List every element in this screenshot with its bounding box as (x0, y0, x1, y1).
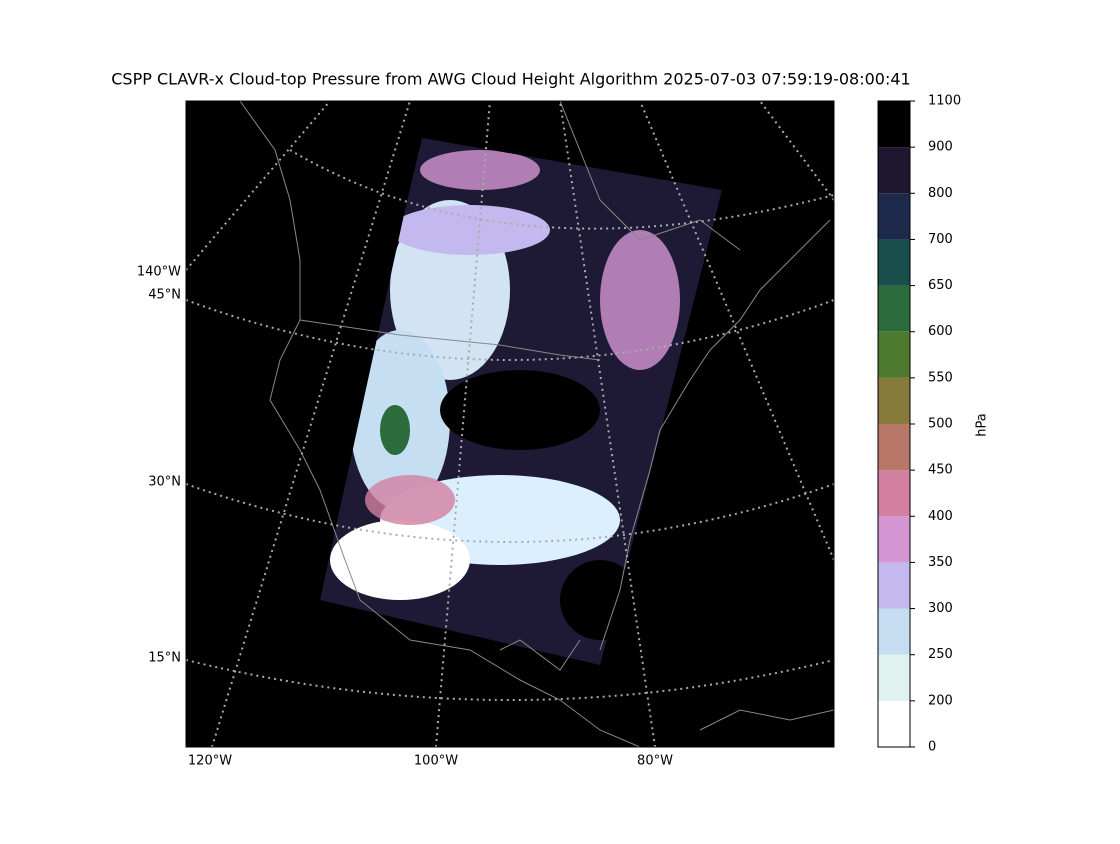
colorbar-tick-label: 0 (928, 740, 936, 755)
latitude-label: 30°N (148, 475, 181, 490)
colorbar-tick-label: 350 (928, 555, 953, 570)
colorbar-tick-label: 450 (928, 463, 953, 478)
longitude-label: 80°W (637, 754, 673, 769)
colorbar-tick-label: 550 (928, 370, 953, 385)
colorbar-tick-label: 700 (928, 232, 953, 247)
colorbar-segment (878, 562, 910, 609)
colorbar-segment (878, 331, 910, 378)
colorbar-tick-label: 1100 (928, 94, 961, 109)
colorbar-tick-label: 200 (928, 693, 953, 708)
colorbar-segment (878, 470, 910, 517)
colorbar-tick-label: 600 (928, 324, 953, 339)
map (186, 101, 834, 747)
graticule (186, 101, 834, 747)
colorbar: 0 200 250 300 350 400 450 500 550 600 650 700 800 900… (877, 94, 961, 755)
colorbar-tick-label: 900 (928, 140, 953, 155)
colorbar-label: hPa (975, 413, 990, 436)
latitude-label: 15°N (148, 651, 181, 666)
colorbar-tick-label: 800 (928, 186, 953, 201)
colorbar-segment (878, 147, 910, 194)
colorbar-tick-label: 500 (928, 417, 953, 432)
colorbar-segment (878, 193, 910, 240)
latitude-label: 45°N (148, 288, 181, 303)
map-frame (185, 100, 835, 748)
colorbar-segment (878, 516, 910, 563)
colorbar-segment (878, 377, 910, 424)
colorbar-segment (878, 101, 910, 148)
longitude-label: 100°W (414, 754, 458, 769)
colorbar-tick-label: 250 (928, 647, 953, 662)
colorbar-tick-label: 300 (928, 601, 953, 616)
colorbar-segment (878, 285, 910, 332)
longitude-label: 120°W (188, 754, 232, 769)
colorbar-tick-label: 400 (928, 509, 953, 524)
colorbar-tick-label: 650 (928, 278, 953, 293)
title: CSPP CLAVR-x Cloud-top Pressure from AWG… (111, 70, 910, 89)
longitude-label: 140°W (137, 265, 181, 280)
colorbar-segment (878, 654, 910, 701)
colorbar-segment (878, 608, 910, 655)
colorbar-segment (878, 700, 910, 747)
colorbar-segment (878, 424, 910, 471)
colorbar-segment (878, 239, 910, 286)
